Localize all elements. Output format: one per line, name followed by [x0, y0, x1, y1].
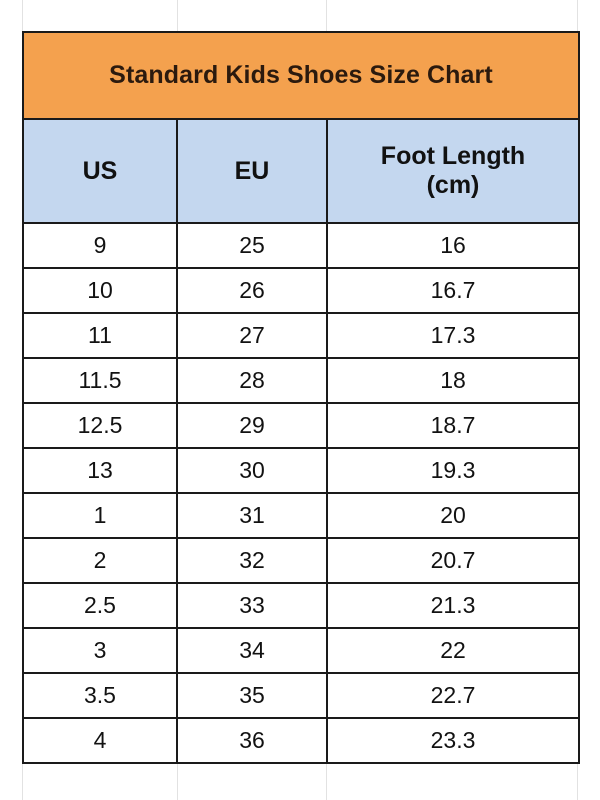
- cell-eu: 35: [176, 672, 328, 719]
- cell-us: 1: [22, 492, 178, 539]
- table-row: 3.5 35 22.7: [22, 672, 580, 719]
- table-body: 9 25 16 10 26 16.7 11 27 17.3 11.5 28 18…: [22, 222, 580, 764]
- table-row: 10 26 16.7: [22, 267, 580, 314]
- cell-foot-length: 21.3: [326, 582, 580, 629]
- cell-eu: 31: [176, 492, 328, 539]
- table-title-row: Standard Kids Shoes Size Chart: [22, 31, 580, 120]
- cell-eu: 27: [176, 312, 328, 359]
- table-row: 3 34 22: [22, 627, 580, 674]
- cell-eu: 28: [176, 357, 328, 404]
- cell-us: 2.5: [22, 582, 178, 629]
- cell-us: 10: [22, 267, 178, 314]
- table-row: 4 36 23.3: [22, 717, 580, 764]
- size-chart-container: Standard Kids Shoes Size Chart US EU Foo…: [22, 31, 580, 764]
- column-header-foot-length-unit: (cm): [426, 171, 480, 199]
- column-header-eu: EU: [176, 118, 328, 224]
- cell-us: 3: [22, 627, 178, 674]
- cell-us: 11.5: [22, 357, 178, 404]
- cell-foot-length: 18: [326, 357, 580, 404]
- cell-us: 3.5: [22, 672, 178, 719]
- cell-us: 11: [22, 312, 178, 359]
- chart-title: Standard Kids Shoes Size Chart: [22, 31, 580, 120]
- table-row: 9 25 16: [22, 222, 580, 269]
- kids-shoes-size-table: Standard Kids Shoes Size Chart US EU Foo…: [22, 31, 580, 764]
- cell-foot-length: 18.7: [326, 402, 580, 449]
- column-header-us-label: US: [82, 156, 118, 185]
- cell-foot-length: 19.3: [326, 447, 580, 494]
- cell-foot-length: 22.7: [326, 672, 580, 719]
- cell-foot-length: 20: [326, 492, 580, 539]
- column-header-foot-length: Foot Length (cm): [326, 118, 580, 224]
- column-header-foot-length-label: Foot Length: [380, 142, 526, 171]
- table-row: 11 27 17.3: [22, 312, 580, 359]
- cell-foot-length: 16: [326, 222, 580, 269]
- cell-us: 9: [22, 222, 178, 269]
- column-header-eu-label: EU: [234, 156, 270, 185]
- table-row: 13 30 19.3: [22, 447, 580, 494]
- cell-eu: 29: [176, 402, 328, 449]
- table-row: 11.5 28 18: [22, 357, 580, 404]
- cell-foot-length: 23.3: [326, 717, 580, 764]
- table-row: 2.5 33 21.3: [22, 582, 580, 629]
- cell-foot-length: 20.7: [326, 537, 580, 584]
- column-header-us: US: [22, 118, 178, 224]
- table-row: 1 31 20: [22, 492, 580, 539]
- cell-us: 2: [22, 537, 178, 584]
- cell-eu: 33: [176, 582, 328, 629]
- cell-us: 12.5: [22, 402, 178, 449]
- cell-eu: 34: [176, 627, 328, 674]
- table-row: 12.5 29 18.7: [22, 402, 580, 449]
- cell-eu: 25: [176, 222, 328, 269]
- cell-eu: 26: [176, 267, 328, 314]
- cell-eu: 32: [176, 537, 328, 584]
- cell-eu: 30: [176, 447, 328, 494]
- cell-us: 4: [22, 717, 178, 764]
- cell-foot-length: 22: [326, 627, 580, 674]
- cell-eu: 36: [176, 717, 328, 764]
- table-row: 2 32 20.7: [22, 537, 580, 584]
- table-header-row: US EU Foot Length (cm): [22, 118, 580, 224]
- cell-us: 13: [22, 447, 178, 494]
- cell-foot-length: 16.7: [326, 267, 580, 314]
- cell-foot-length: 17.3: [326, 312, 580, 359]
